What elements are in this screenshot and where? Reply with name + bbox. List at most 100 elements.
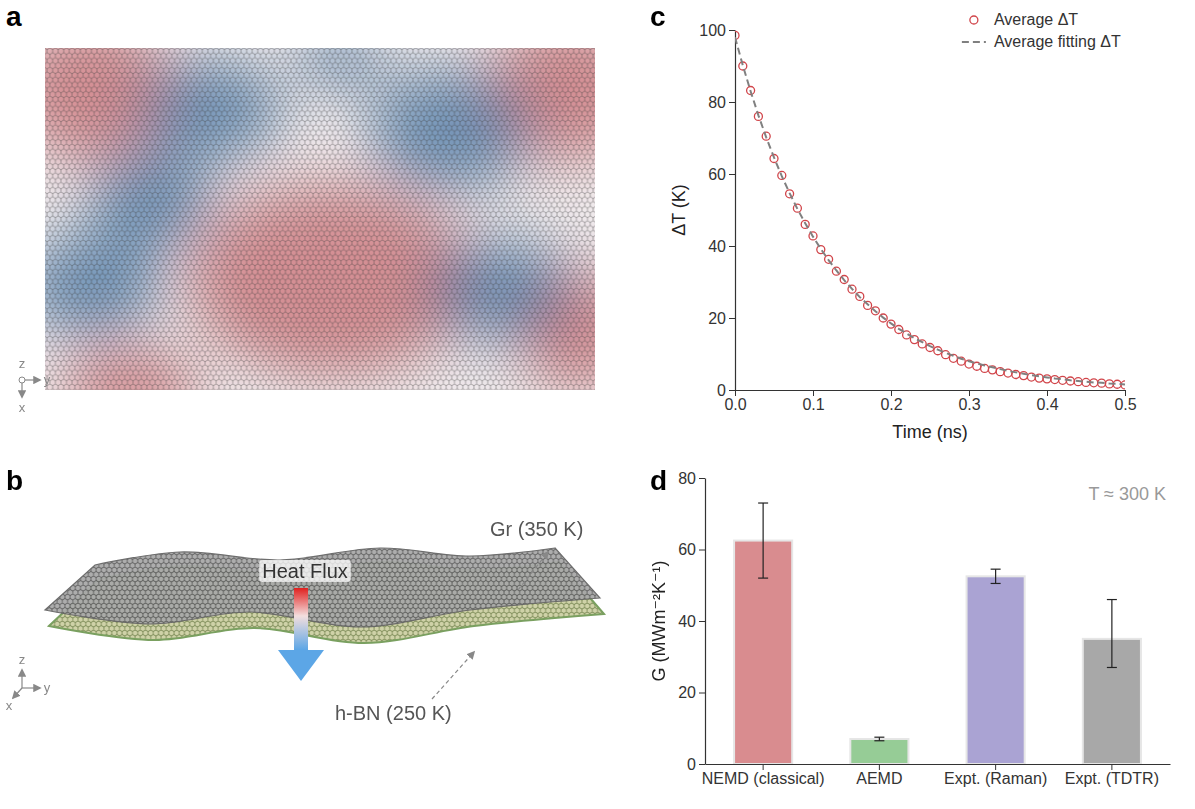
x-axis-tick: AEMD bbox=[856, 764, 902, 787]
panel-letter: b bbox=[6, 465, 23, 496]
x-axis-tick-mark bbox=[1111, 764, 1112, 770]
y-axis-tick-mark bbox=[729, 390, 735, 391]
figure: azyxbHeat FluxGr (350 K)h-BN (250 K)zyxc… bbox=[0, 0, 1195, 809]
legend-symbol bbox=[970, 16, 978, 24]
error-cap bbox=[1107, 599, 1117, 600]
y-axis-tick-label: 0 bbox=[687, 756, 696, 773]
panel-letter: c bbox=[650, 1, 666, 32]
legend-item: Average fitting ΔT bbox=[962, 33, 1121, 50]
y-axis-tick-label: 40 bbox=[708, 238, 726, 255]
y-axis-tick-label: 100 bbox=[699, 22, 726, 39]
axis-glyph-arrow bbox=[21, 383, 22, 397]
panel-c: 0.0 0.1 0.2 0.3 0.4 0.5 0 20 40 60 80 100 Time (ns) Δ… bbox=[669, 11, 1137, 442]
x-axis-tick-mark bbox=[735, 390, 736, 396]
y-axis-tick: 20 bbox=[708, 310, 735, 327]
x-axis-tick-mark bbox=[995, 764, 996, 770]
x-axis-tick-label: NEMD (classical) bbox=[702, 770, 825, 787]
flux-arrow-shaft bbox=[294, 588, 308, 650]
axis-glyph-arrow bbox=[22, 687, 40, 688]
y-axis: 0 20 40 60 80 100 bbox=[699, 22, 735, 399]
error-bar bbox=[1111, 600, 1112, 668]
data-point bbox=[1027, 373, 1035, 381]
x-axis-tick: 0.3 bbox=[958, 390, 980, 413]
y-axis-line bbox=[735, 31, 736, 391]
x-axis-tick-mark bbox=[813, 390, 814, 396]
y-axis-line bbox=[705, 479, 706, 765]
y-axis-tick-label: 60 bbox=[708, 166, 726, 183]
x-axis-tick: 0.4 bbox=[1036, 390, 1058, 413]
x-axis-tick-mark bbox=[1047, 390, 1048, 396]
y-axis-tick: 60 bbox=[708, 166, 735, 183]
x-axis-tick: Expt. (TDTR) bbox=[1065, 764, 1159, 787]
x-axis-tick: 0.1 bbox=[802, 390, 824, 413]
x-axis-tick: 0.5 bbox=[1114, 390, 1136, 413]
legend: Average ΔT Average fitting ΔT bbox=[962, 11, 1121, 50]
axis-glyph-arrow bbox=[13, 688, 22, 698]
panel-d: NEMD (classical) AEMD Expt. (Raman) Expt. (… bbox=[649, 470, 1171, 788]
x-axis-tick: Expt. (Raman) bbox=[944, 764, 1047, 787]
y-axis-tick: 60 bbox=[678, 541, 705, 558]
x-axis-tick: NEMD (classical) bbox=[702, 764, 825, 787]
y-axis-tick-mark bbox=[699, 621, 705, 622]
y-axis-tick-mark bbox=[699, 478, 705, 479]
y-axis-tick: 80 bbox=[708, 94, 735, 111]
y-axis-tick-mark bbox=[729, 318, 735, 319]
y-axis-tick-mark bbox=[699, 764, 705, 765]
x-axis-title: Time (ns) bbox=[892, 422, 967, 442]
y-axis-tick: 20 bbox=[678, 684, 705, 701]
axis-glyph-label: x bbox=[19, 400, 26, 415]
x-axis-tick-mark bbox=[891, 390, 892, 396]
x-axis-tick-label: 0.3 bbox=[958, 396, 980, 413]
x-axis-tick-label: Expt. (Raman) bbox=[944, 770, 1047, 787]
axis-glyph-label: y bbox=[44, 680, 51, 695]
y-axis-tick-label: 20 bbox=[708, 310, 726, 327]
error-cap bbox=[991, 569, 1001, 570]
y-axis-tick-label: 20 bbox=[678, 684, 696, 701]
lattice bbox=[45, 48, 595, 390]
y-axis-tick: 0 bbox=[687, 756, 705, 773]
legend-label: Average fitting ΔT bbox=[994, 33, 1121, 50]
y-axis-title: ΔT (K) bbox=[669, 184, 689, 236]
bottom-layer-label: h-BN (250 K) bbox=[335, 702, 452, 724]
x-axis-tick-mark bbox=[1125, 390, 1126, 396]
leader-arrow bbox=[518, 552, 548, 590]
legend-item: Average ΔT bbox=[970, 11, 1078, 28]
error-cap bbox=[991, 583, 1001, 584]
figure-svg: azyxbHeat FluxGr (350 K)h-BN (250 K)zyxc… bbox=[0, 0, 1195, 809]
error-cap bbox=[874, 740, 884, 741]
x-axis-tick: 0.2 bbox=[880, 390, 902, 413]
y-axis-tick-label: 80 bbox=[678, 470, 696, 487]
panel-letter: a bbox=[6, 1, 22, 32]
x-axis-tick-label: 0.0 bbox=[724, 396, 746, 413]
y-axis-tick-mark bbox=[729, 102, 735, 103]
plot-area bbox=[735, 31, 1125, 389]
bar bbox=[967, 576, 1025, 764]
y-axis-tick-mark bbox=[729, 246, 735, 247]
x-axis-tick-label: 0.2 bbox=[880, 396, 902, 413]
annotation: T ≈ 300 K bbox=[1088, 484, 1166, 504]
bar bbox=[850, 739, 908, 764]
error-cap bbox=[758, 577, 768, 578]
flux-label: Heat Flux bbox=[262, 560, 348, 582]
x-axis-tick-mark bbox=[879, 764, 880, 770]
y-axis-tick-label: 0 bbox=[717, 382, 726, 399]
axis-glyph-label: x bbox=[6, 698, 13, 713]
error-cap bbox=[874, 737, 884, 738]
legend-symbol bbox=[962, 41, 986, 43]
y-axis-tick: 0 bbox=[717, 382, 735, 399]
y-axis-tick-mark bbox=[699, 550, 705, 551]
x-axis-tick-mark bbox=[969, 390, 970, 396]
x-axis-line bbox=[706, 764, 1171, 765]
y-axis-tick-mark bbox=[699, 693, 705, 694]
axis-glyph-label: z bbox=[19, 652, 26, 667]
error-cap bbox=[758, 502, 768, 503]
axis-glyph-label: z bbox=[19, 356, 26, 371]
x-axis-tick-label: 0.5 bbox=[1114, 396, 1136, 413]
y-axis-tick: 80 bbox=[678, 470, 705, 487]
y-axis-tick-label: 80 bbox=[708, 94, 726, 111]
top-layer-label: Gr (350 K) bbox=[490, 518, 583, 540]
axis-glyph-arrow bbox=[25, 379, 40, 380]
y-axis-tick-label: 40 bbox=[678, 613, 696, 630]
y-axis-tick: 100 bbox=[699, 22, 735, 39]
plot-area bbox=[734, 541, 1141, 764]
